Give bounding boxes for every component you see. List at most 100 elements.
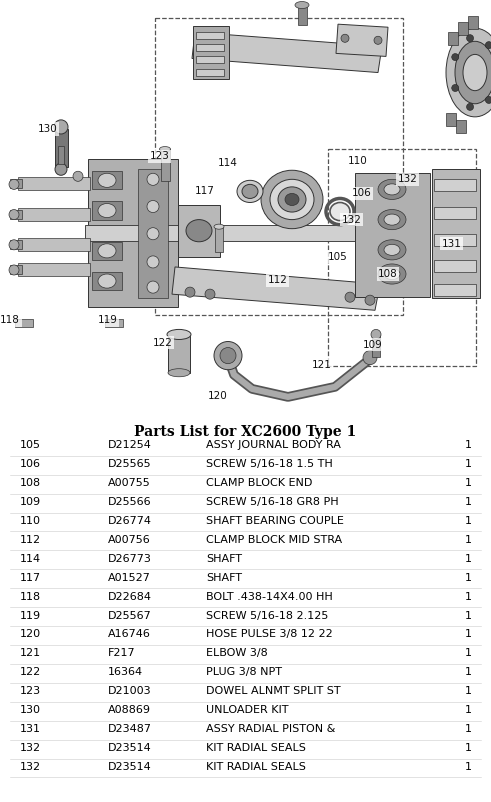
Text: D23514: D23514 (108, 762, 152, 772)
Text: D21254: D21254 (108, 440, 152, 450)
Text: D25565: D25565 (108, 460, 152, 469)
Text: D23514: D23514 (108, 743, 152, 753)
Text: 132: 132 (20, 762, 41, 772)
Circle shape (9, 209, 19, 220)
Circle shape (54, 119, 68, 134)
Bar (10, 265, 22, 274)
Circle shape (147, 256, 159, 268)
Text: 120: 120 (208, 391, 228, 401)
Text: 117: 117 (20, 573, 41, 583)
Bar (456, 119, 466, 133)
Text: SCREW 5/16-18 2.125: SCREW 5/16-18 2.125 (206, 610, 328, 621)
Text: 132: 132 (20, 743, 41, 753)
Text: 123: 123 (150, 151, 170, 161)
Text: 110: 110 (20, 516, 41, 526)
Ellipse shape (98, 173, 116, 188)
Ellipse shape (295, 2, 309, 9)
Circle shape (205, 290, 215, 299)
Bar (92, 241, 122, 260)
Circle shape (9, 265, 19, 275)
Ellipse shape (261, 170, 323, 229)
Text: D25567: D25567 (108, 610, 152, 621)
Bar (448, 32, 458, 46)
Text: 114: 114 (20, 554, 41, 564)
Circle shape (466, 34, 473, 42)
Text: 118: 118 (0, 315, 20, 326)
Text: SHAFT: SHAFT (206, 573, 242, 583)
Text: 1: 1 (464, 630, 471, 639)
Circle shape (485, 96, 491, 103)
Text: 108: 108 (20, 478, 41, 488)
Ellipse shape (378, 209, 406, 229)
Ellipse shape (330, 202, 350, 221)
Circle shape (365, 295, 375, 306)
Circle shape (147, 200, 159, 213)
Text: CLAMP BLOCK END: CLAMP BLOCK END (206, 478, 313, 488)
Bar (155, 18, 403, 315)
Text: 1: 1 (464, 554, 471, 564)
Bar (55, 129, 68, 168)
Polygon shape (88, 159, 178, 307)
Text: 121: 121 (20, 648, 41, 658)
Circle shape (371, 330, 381, 339)
Text: 1: 1 (464, 460, 471, 469)
Text: 117: 117 (195, 186, 215, 196)
Text: 110: 110 (348, 156, 368, 166)
Ellipse shape (237, 180, 263, 202)
Text: 130: 130 (20, 705, 41, 715)
Circle shape (374, 36, 382, 44)
Text: D22684: D22684 (108, 592, 152, 602)
Text: D21003: D21003 (108, 687, 152, 696)
Text: D25566: D25566 (108, 497, 152, 507)
Text: 106: 106 (20, 460, 41, 469)
Text: 16364: 16364 (108, 667, 143, 678)
Circle shape (9, 180, 19, 189)
Text: 105: 105 (328, 252, 348, 262)
Text: SHAFT: SHAFT (206, 554, 242, 564)
Text: 108: 108 (378, 269, 398, 279)
Bar (458, 22, 468, 35)
Bar (168, 334, 190, 373)
Circle shape (73, 172, 83, 181)
Text: A00755: A00755 (108, 478, 151, 488)
Text: SCREW 5/16-18 GR8 PH: SCREW 5/16-18 GR8 PH (206, 497, 339, 507)
Text: 106: 106 (352, 188, 372, 198)
Bar (196, 44, 224, 51)
Bar (298, 5, 307, 25)
Text: D26774: D26774 (108, 516, 152, 526)
Circle shape (55, 163, 67, 176)
Circle shape (452, 54, 459, 61)
Text: 122: 122 (153, 338, 173, 347)
Ellipse shape (98, 274, 116, 288)
Text: UNLOADER KIT: UNLOADER KIT (206, 705, 289, 715)
Bar (328, 149, 476, 366)
Text: 1: 1 (464, 762, 471, 772)
Bar (434, 206, 476, 219)
Text: SCREW 5/16-18 1.5 TH: SCREW 5/16-18 1.5 TH (206, 460, 333, 469)
Ellipse shape (98, 244, 116, 258)
Bar (372, 334, 380, 357)
Polygon shape (172, 267, 380, 310)
Text: A08869: A08869 (108, 705, 151, 715)
Bar (446, 113, 456, 126)
Ellipse shape (378, 264, 406, 284)
Ellipse shape (214, 224, 224, 229)
Circle shape (466, 103, 473, 111)
Text: SHAFT BEARING COUPLE: SHAFT BEARING COUPLE (206, 516, 344, 526)
Ellipse shape (285, 193, 299, 205)
Ellipse shape (98, 204, 116, 217)
Bar (18, 208, 90, 221)
Bar (432, 169, 480, 298)
Bar (193, 26, 229, 79)
Text: 119: 119 (98, 315, 118, 326)
Ellipse shape (463, 55, 487, 91)
Bar (434, 260, 476, 272)
Text: 130: 130 (38, 124, 58, 134)
Text: 118: 118 (20, 592, 41, 602)
Text: 1: 1 (464, 535, 471, 545)
Text: 122: 122 (20, 667, 41, 678)
Bar (92, 172, 122, 189)
Bar (18, 177, 90, 190)
Bar (138, 169, 168, 298)
Text: 131: 131 (20, 724, 41, 734)
